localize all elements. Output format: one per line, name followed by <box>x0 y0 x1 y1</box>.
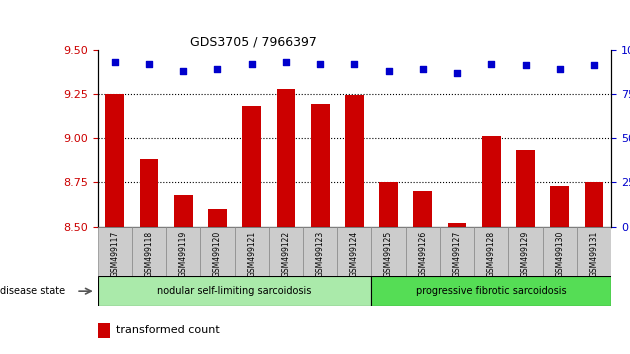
Text: GSM499124: GSM499124 <box>350 230 359 277</box>
Text: GSM499127: GSM499127 <box>452 230 462 277</box>
Bar <box>551 186 569 227</box>
Point <box>349 61 359 67</box>
Point <box>178 68 188 74</box>
Bar <box>577 227 611 276</box>
Point <box>281 59 291 65</box>
Bar <box>440 227 474 276</box>
Text: GSM499128: GSM499128 <box>487 230 496 276</box>
Bar <box>311 104 329 227</box>
Point <box>486 61 496 67</box>
Bar <box>542 227 577 276</box>
Point <box>520 63 530 68</box>
Text: GSM499118: GSM499118 <box>144 230 154 276</box>
Bar <box>413 191 432 227</box>
Bar <box>379 182 398 227</box>
Bar <box>406 227 440 276</box>
Text: GSM499122: GSM499122 <box>282 230 290 276</box>
Text: progressive fibrotic sarcoidosis: progressive fibrotic sarcoidosis <box>416 286 566 296</box>
Bar <box>345 95 364 227</box>
Bar <box>269 227 303 276</box>
Bar <box>482 136 501 227</box>
Bar <box>234 227 269 276</box>
Text: GSM499130: GSM499130 <box>555 230 564 277</box>
Text: GSM499126: GSM499126 <box>418 230 427 277</box>
Text: GSM499123: GSM499123 <box>316 230 324 277</box>
Bar <box>303 227 337 276</box>
Point <box>418 66 428 72</box>
Text: GSM499131: GSM499131 <box>590 230 598 277</box>
Text: GSM499117: GSM499117 <box>110 230 119 277</box>
Bar <box>140 159 158 227</box>
Bar <box>98 276 372 306</box>
Point <box>144 61 154 67</box>
Point <box>247 61 257 67</box>
Bar <box>372 276 611 306</box>
Point <box>212 66 222 72</box>
Point <box>589 63 599 68</box>
Bar <box>508 227 542 276</box>
Bar <box>585 182 604 227</box>
Bar <box>166 227 200 276</box>
Bar <box>277 88 295 227</box>
Text: GSM499129: GSM499129 <box>521 230 530 277</box>
Text: GDS3705 / 7966397: GDS3705 / 7966397 <box>190 35 317 48</box>
Point <box>110 59 120 65</box>
Bar <box>208 209 227 227</box>
Bar <box>98 324 110 337</box>
Bar <box>474 227 508 276</box>
Point <box>555 66 565 72</box>
Bar <box>132 227 166 276</box>
Bar <box>98 227 132 276</box>
Bar <box>337 227 372 276</box>
Text: GSM499120: GSM499120 <box>213 230 222 277</box>
Bar <box>105 94 124 227</box>
Point <box>384 68 394 74</box>
Bar <box>243 106 261 227</box>
Bar <box>448 223 466 227</box>
Bar <box>372 227 406 276</box>
Bar <box>200 227 234 276</box>
Point <box>315 61 325 67</box>
Text: GSM499121: GSM499121 <box>247 230 256 276</box>
Text: nodular self-limiting sarcoidosis: nodular self-limiting sarcoidosis <box>158 286 312 296</box>
Text: GSM499119: GSM499119 <box>179 230 188 277</box>
Bar <box>516 150 535 227</box>
Bar <box>174 195 193 227</box>
Point <box>452 70 462 75</box>
Text: transformed count: transformed count <box>116 325 220 336</box>
Text: GSM499125: GSM499125 <box>384 230 393 277</box>
Text: disease state: disease state <box>0 286 65 296</box>
